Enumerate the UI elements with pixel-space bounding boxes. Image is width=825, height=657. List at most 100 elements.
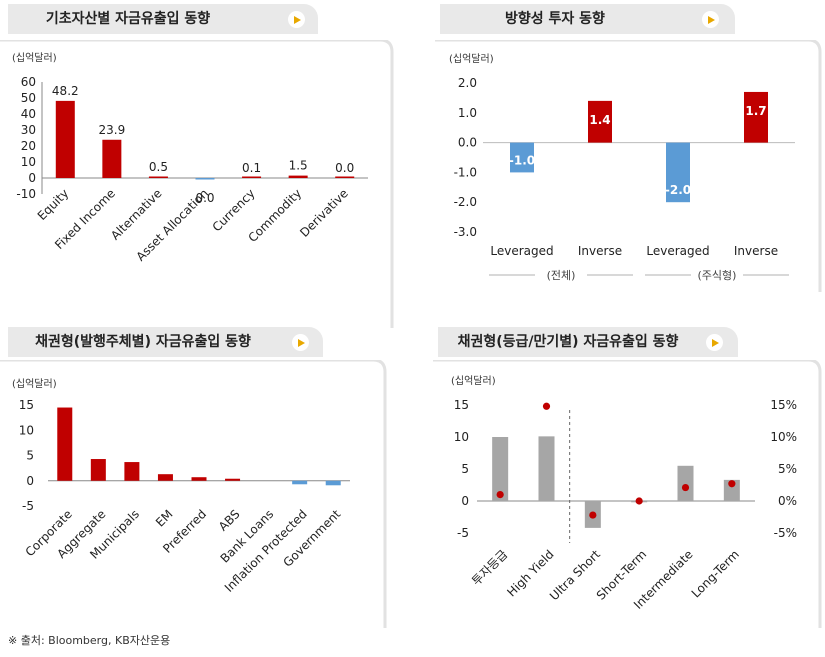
x-tick-label: Currency: [210, 186, 258, 234]
pct-point: [681, 483, 690, 492]
unit-label: (십억달러): [12, 52, 57, 64]
group-label: (전체): [547, 269, 576, 282]
y-tick-label: 10: [454, 430, 469, 444]
y-tick-label: 10: [21, 155, 36, 169]
panel-2-tab: 방향성 투자 동향: [440, 4, 735, 34]
data-label: -1.0: [509, 153, 535, 167]
y-tick-label: -5: [22, 499, 34, 513]
bar: [666, 142, 690, 203]
panel-3-title: 채권형(발행주체별) 자금유출입 동향: [35, 334, 251, 350]
bar: [102, 139, 122, 178]
panel-3-tab: 채권형(발행주체별) 자금유출입 동향: [8, 327, 323, 357]
bar: [335, 176, 355, 178]
bar: [195, 178, 215, 180]
y-tick-label: -5: [457, 526, 469, 540]
chart-bond-issuer: (십억달러)151050-5CorporateAggregateMunicipa…: [0, 360, 387, 628]
bar: [510, 142, 534, 173]
bar: [242, 176, 262, 178]
pct-point: [496, 491, 504, 499]
y-tick-label: 5: [461, 462, 469, 476]
x-tick-label: EM: [153, 507, 176, 530]
y-tick-label: 60: [21, 75, 36, 89]
bar: [677, 465, 694, 501]
source-note: ※ 출처: Bloomberg, KB자산운용: [8, 634, 171, 647]
panel-4-tab: 채권형(등급/만기별) 자금유출입 동향: [438, 327, 738, 357]
panel-4-title: 채권형(등급/만기별) 자금유출입 동향: [457, 334, 679, 350]
x-tick-label: Leveraged: [490, 244, 553, 258]
bar: [55, 100, 75, 178]
bar: [157, 474, 173, 481]
y-tick-label: 0: [26, 474, 34, 488]
x-tick-label: 투자등급: [469, 547, 510, 588]
bar: [225, 478, 241, 481]
bar: [492, 437, 509, 501]
bar: [191, 477, 207, 481]
bar: [588, 100, 612, 143]
x-tick-label: ABS: [216, 507, 243, 534]
panel-3-play-icon[interactable]: [292, 334, 309, 351]
y-tick-label: -1.0: [454, 165, 477, 179]
unit-label: (십억달러): [12, 378, 57, 390]
data-label: 1.7: [745, 104, 766, 118]
y2-tick-label: 15%: [770, 398, 797, 412]
bar: [538, 436, 555, 501]
data-label: 0.5: [149, 160, 168, 174]
y2-tick-label: -5%: [774, 526, 797, 540]
y-tick-label: 0.0: [458, 136, 477, 150]
x-tick-label: Equity: [35, 186, 72, 223]
y-tick-label: -10: [16, 187, 36, 201]
data-label: -2.0: [665, 183, 691, 197]
y-tick-label: 15: [454, 398, 469, 412]
bar: [90, 459, 106, 481]
y-tick-label: 10: [19, 423, 34, 437]
data-label: 1.4: [589, 113, 610, 127]
y-tick-label: 30: [21, 123, 36, 137]
data-label: 0.0: [195, 191, 214, 205]
y-tick-label: 15: [19, 398, 34, 412]
bar: [744, 91, 768, 143]
x-tick-label: Long-Term: [689, 547, 742, 600]
bar: [325, 480, 341, 486]
panel-1-tab: 기초자산별 자금유출입 동향: [8, 4, 318, 34]
y-tick-label: 20: [21, 139, 36, 153]
y-tick-label: 0: [461, 494, 469, 508]
data-label: 1.5: [289, 159, 308, 173]
panel-frame: [433, 360, 822, 628]
data-label: 23.9: [98, 123, 125, 137]
data-label: 0.0: [335, 161, 354, 175]
x-tick-label: Inverse: [578, 244, 622, 258]
panel-frame: [435, 40, 822, 292]
y2-tick-label: 0%: [778, 494, 797, 508]
data-label: 48.2: [52, 84, 79, 98]
y-tick-label: -2.0: [454, 195, 477, 209]
bar: [57, 407, 73, 481]
pct-point: [589, 511, 597, 519]
data-label: 0.1: [242, 161, 261, 175]
y-tick-label: 0: [28, 171, 36, 185]
pct-point: [635, 497, 643, 505]
pct-point: [728, 480, 736, 488]
panel-frame: [0, 40, 394, 328]
y2-tick-label: 5%: [778, 462, 797, 476]
group-label: (주식형): [698, 269, 737, 282]
panel-1-title: 기초자산별 자금유출입 동향: [45, 11, 211, 27]
bar: [288, 175, 308, 178]
panel-2-play-icon[interactable]: [702, 11, 719, 28]
x-tick-label: Leveraged: [646, 244, 709, 258]
bar: [292, 480, 308, 485]
y-tick-label: -3.0: [454, 225, 477, 239]
bar: [124, 462, 140, 481]
y2-tick-label: 10%: [770, 430, 797, 444]
unit-label: (십억달러): [449, 53, 494, 65]
bar: [723, 479, 740, 501]
y-tick-label: 1.0: [458, 106, 477, 120]
y-tick-label: 40: [21, 107, 36, 121]
x-tick-label: Inverse: [734, 244, 778, 258]
unit-label: (십억달러): [451, 375, 496, 387]
y-tick-label: 50: [21, 91, 36, 105]
panel-1-play-icon[interactable]: [288, 11, 305, 28]
panel-4-play-icon[interactable]: [706, 334, 723, 351]
chart-asset-flows: (십억달러)6050403020100-1048.2Equity23.9Fixe…: [0, 40, 394, 328]
bar: [148, 176, 168, 178]
